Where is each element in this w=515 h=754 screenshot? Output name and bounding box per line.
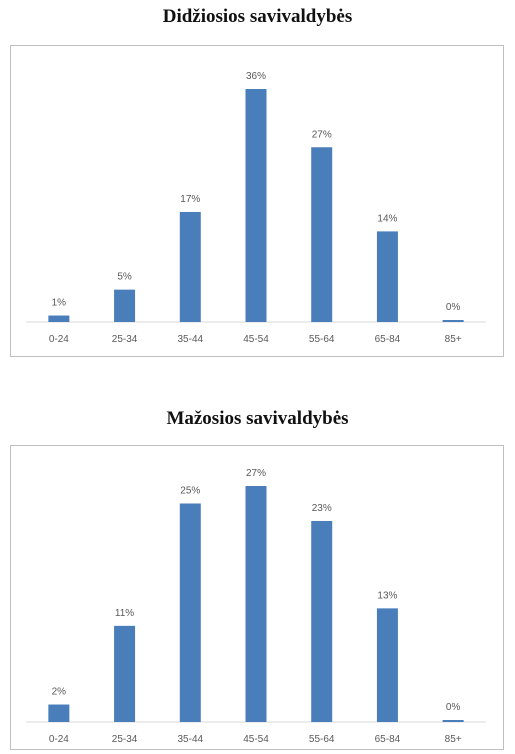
x-tick-label-25-34: 25-34 bbox=[112, 734, 138, 745]
data-label-45-54: 36% bbox=[246, 71, 266, 82]
bar-35-44 bbox=[179, 503, 201, 722]
data-label-0-24: 2% bbox=[52, 687, 67, 698]
data-label-35-44: 17% bbox=[180, 194, 200, 205]
data-label-85+: 0% bbox=[446, 702, 461, 713]
x-tick-label-35-44: 35-44 bbox=[177, 334, 203, 345]
bar-85+ bbox=[442, 320, 464, 322]
bar-25-34 bbox=[114, 289, 136, 322]
bar-55-64 bbox=[311, 520, 333, 722]
bar-55-64 bbox=[311, 147, 333, 322]
chart-title-large-municipalities: Didžiosios savivaldybės bbox=[162, 6, 353, 27]
chart-panel-small-municipalities: 2% 0-24 11% 25-34 25% 35-44 27% 45-54 23% 55-64 13… bbox=[10, 445, 504, 750]
x-tick-label-65-84: 65-84 bbox=[375, 334, 401, 345]
bar-chart-small-municipalities: 2% 0-24 11% 25-34 25% 35-44 27% 45-54 23% 55-64 13… bbox=[26, 468, 486, 745]
data-label-55-64: 27% bbox=[312, 129, 332, 140]
x-tick-label-55-64: 55-64 bbox=[309, 334, 335, 345]
bar-0-24 bbox=[48, 315, 70, 322]
bar-45-54 bbox=[245, 486, 267, 722]
bar-35-44 bbox=[179, 211, 201, 322]
x-tick-label-35-44: 35-44 bbox=[177, 734, 203, 745]
bar-0-24 bbox=[48, 704, 70, 722]
bar-45-54 bbox=[245, 89, 267, 322]
x-tick-label-45-54: 45-54 bbox=[243, 734, 269, 745]
x-tick-label-85+: 85+ bbox=[445, 734, 462, 745]
bar-65-84 bbox=[376, 231, 398, 322]
data-label-65-84: 13% bbox=[377, 590, 397, 601]
data-label-65-84: 14% bbox=[377, 213, 397, 224]
bar-chart-large-municipalities: 1% 0-24 5% 25-34 17% 35-44 36% 45-54 27% 55-64 14%… bbox=[26, 71, 486, 345]
x-tick-label-25-34: 25-34 bbox=[112, 334, 138, 345]
data-label-25-34: 5% bbox=[117, 272, 132, 283]
chart-panel-large-municipalities: 1% 0-24 5% 25-34 17% 35-44 36% 45-54 27% 55-64 14%… bbox=[10, 45, 504, 357]
data-label-0-24: 1% bbox=[52, 298, 67, 309]
data-label-85+: 0% bbox=[446, 302, 461, 313]
bar-85+ bbox=[442, 720, 464, 722]
data-label-25-34: 11% bbox=[115, 608, 134, 619]
data-label-55-64: 23% bbox=[312, 503, 332, 514]
data-label-35-44: 25% bbox=[180, 485, 200, 496]
x-tick-label-0-24: 0-24 bbox=[49, 334, 69, 345]
x-tick-label-55-64: 55-64 bbox=[309, 734, 335, 745]
x-tick-label-85+: 85+ bbox=[445, 334, 462, 345]
bar-65-84 bbox=[376, 608, 398, 722]
bar-25-34 bbox=[114, 625, 136, 722]
x-tick-label-65-84: 65-84 bbox=[375, 734, 401, 745]
x-tick-label-45-54: 45-54 bbox=[243, 334, 269, 345]
chart-title-small-municipalities: Mažosios savivaldybės bbox=[166, 408, 349, 429]
x-tick-label-0-24: 0-24 bbox=[49, 734, 69, 745]
data-label-45-54: 27% bbox=[246, 468, 266, 479]
